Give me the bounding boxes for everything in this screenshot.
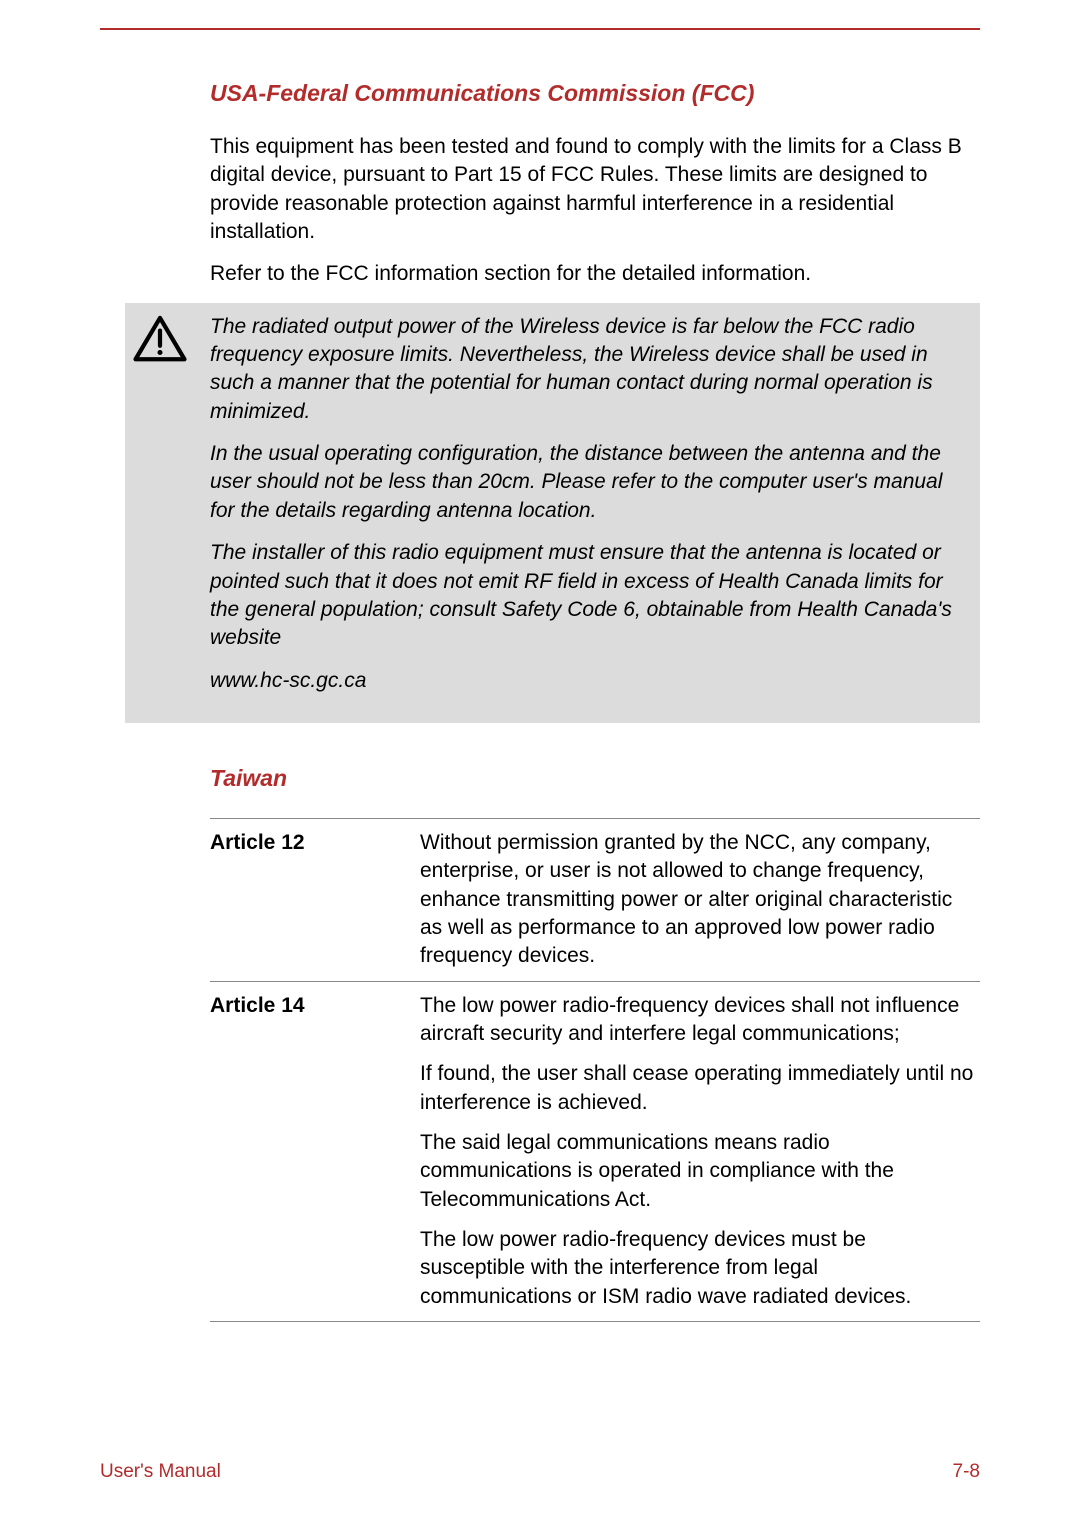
table-row: Article 14The low power radio-frequency … xyxy=(210,981,980,1321)
warning-paragraph-2: In the usual operating configuration, th… xyxy=(210,440,966,525)
warning-paragraph-3: The installer of this radio equipment mu… xyxy=(210,539,966,652)
article-body: The low power radio-frequency devices sh… xyxy=(420,981,980,1321)
fcc-paragraph-1: This equipment has been tested and found… xyxy=(210,133,980,246)
caution-triangle-icon xyxy=(133,315,187,363)
fcc-paragraph-2: Refer to the FCC information section for… xyxy=(210,260,980,288)
footer-right: 7-8 xyxy=(953,1459,980,1485)
section-heading-fcc: USA-Federal Communications Commission (F… xyxy=(210,78,980,109)
article-paragraph: The low power radio-frequency devices sh… xyxy=(420,992,974,1049)
section-heading-taiwan: Taiwan xyxy=(210,763,980,794)
warning-url: www.hc-sc.gc.ca xyxy=(210,667,966,695)
table-row: Article 12Without permission granted by … xyxy=(210,818,980,981)
top-divider xyxy=(100,28,980,30)
article-paragraph: The said legal communications means radi… xyxy=(420,1129,974,1214)
article-label: Article 14 xyxy=(210,981,420,1321)
article-paragraph: Without permission granted by the NCC, a… xyxy=(420,829,974,971)
article-label: Article 12 xyxy=(210,818,420,981)
footer-left: User's Manual xyxy=(100,1459,221,1485)
page-footer: User's Manual 7-8 xyxy=(100,1459,980,1485)
warning-callout: The radiated output power of the Wireles… xyxy=(125,303,980,723)
articles-table: Article 12Without permission granted by … xyxy=(210,818,980,1322)
warning-paragraph-1: The radiated output power of the Wireles… xyxy=(210,313,966,426)
article-paragraph: If found, the user shall cease operating… xyxy=(420,1060,974,1117)
article-body: Without permission granted by the NCC, a… xyxy=(420,818,980,981)
article-paragraph: The low power radio-frequency devices mu… xyxy=(420,1226,974,1311)
